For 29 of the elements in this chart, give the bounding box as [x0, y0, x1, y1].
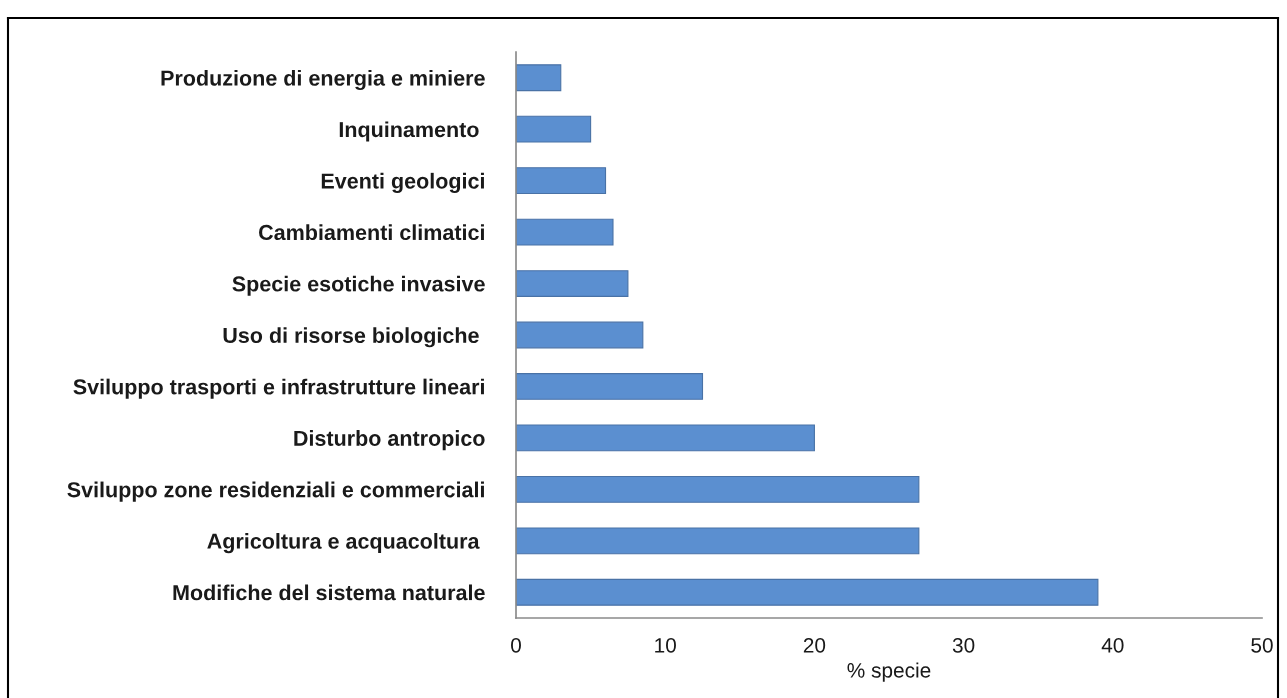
y-tick-label: Eventi geologici [321, 172, 484, 193]
y-tick-label: Cambiamenti climatici [259, 224, 484, 241]
y-tick-label: Specie esotiche invasive [232, 275, 485, 296]
bar [516, 167, 607, 195]
y-tick-label: Produzione di energia e miniere [161, 69, 485, 91]
bar [516, 578, 1099, 606]
x-tick-label: 50 [1251, 637, 1273, 653]
y-tick-label: Modifiche del sistema naturale [173, 584, 485, 601]
bar [516, 424, 815, 452]
bar [516, 115, 592, 143]
y-tick-label: Disturbo antropico [294, 430, 485, 451]
x-tick-label: 30 [952, 637, 975, 653]
bar [516, 270, 629, 297]
y-tick-label: Sviluppo zone residenziali e commerciali [67, 481, 484, 502]
bar [516, 64, 562, 92]
x-tick-label: 0 [511, 637, 521, 653]
y-tick-label: Inquinamento [339, 121, 479, 142]
x-tick-label: 40 [1101, 637, 1124, 653]
y-tick-label: Agricoltura e acquacoltura [207, 533, 480, 554]
y-tick-label: Sviluppo trasporti e infrastrutture lineari [73, 378, 484, 399]
y-tick-label: Uso di risorse biologiche [223, 327, 479, 348]
bar [516, 321, 644, 349]
bar [516, 218, 614, 246]
x-axis-title: % specie [847, 662, 931, 682]
x-tick-label: 20 [803, 637, 826, 653]
bar [516, 373, 704, 400]
bar [516, 527, 920, 555]
bar [516, 475, 920, 503]
x-tick-label: 10 [655, 637, 676, 653]
